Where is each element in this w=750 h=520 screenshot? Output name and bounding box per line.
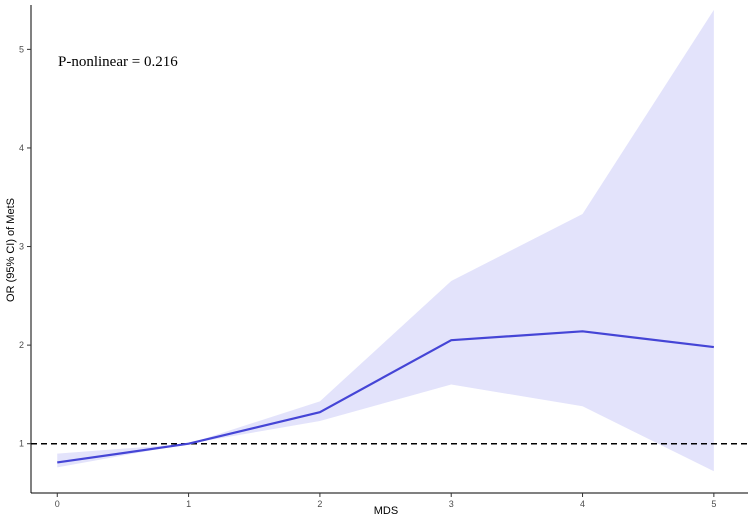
- x-tick-label: 4: [580, 499, 585, 509]
- x-axis: 0 1 2 3 4 5: [31, 492, 748, 509]
- p-nonlinear-annotation: P-nonlinear = 0.216: [58, 54, 178, 70]
- x-tick-label: 3: [449, 499, 454, 509]
- y-tick-label: 5: [19, 44, 24, 54]
- y-tick-label: 1: [19, 439, 24, 449]
- y-tick-label: 4: [19, 143, 24, 153]
- plot-area: [31, 9, 748, 472]
- y-axis-title: OR (95% CI) of MetS: [5, 198, 17, 302]
- y-tick-label: 2: [19, 340, 24, 350]
- y-axis: 1 2 3 4 5: [19, 5, 32, 493]
- or-line: [57, 330, 714, 464]
- x-axis-title: MDS: [374, 505, 398, 517]
- x-tick-label: 2: [317, 499, 322, 509]
- x-tick-label: 0: [55, 499, 60, 509]
- y-tick-label: 3: [19, 242, 24, 252]
- x-tick-label: 1: [186, 499, 191, 509]
- x-tick-label: 5: [711, 499, 716, 509]
- confidence-band: [57, 9, 714, 472]
